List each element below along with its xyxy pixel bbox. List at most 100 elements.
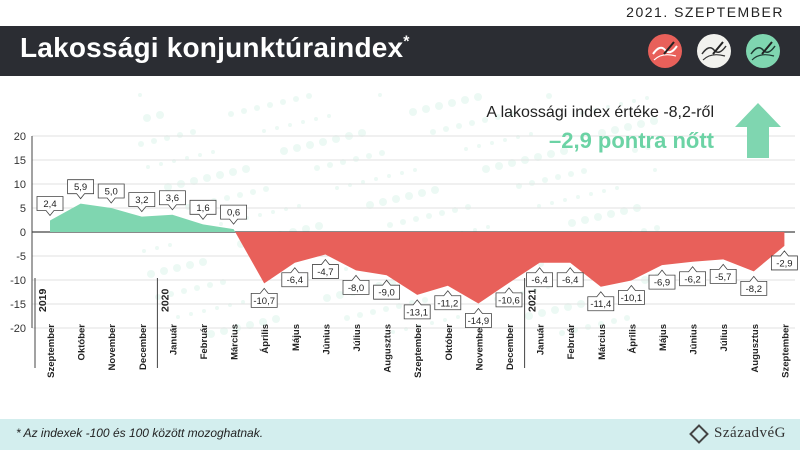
data-label-box (373, 279, 400, 300)
data-label-box (587, 291, 615, 312)
x-tick-label: Március (597, 324, 608, 360)
data-label-text: -2,9 (776, 258, 792, 269)
data-label-text: 2,4 (43, 199, 56, 210)
data-label-text: -10,7 (253, 296, 275, 307)
data-label-text: -8,2 (746, 284, 762, 295)
data-label-text: 3,6 (166, 193, 179, 204)
title-banner: Lakossági konjunktúraindex* (0, 26, 800, 76)
green-gauge-icon (746, 34, 780, 68)
data-label: -9,0 (373, 279, 400, 300)
data-label-box (709, 263, 737, 284)
chart-areas (50, 203, 785, 304)
x-tick-label: Január (168, 324, 179, 355)
data-label-box (648, 269, 676, 290)
data-label-text: -8,0 (348, 283, 364, 294)
data-label: -10,7 (250, 287, 278, 308)
brand-logo: SzázadvéG (689, 423, 786, 444)
year-label: 2019 (37, 288, 49, 312)
data-label-text: -14,9 (468, 316, 490, 327)
data-label-box (312, 258, 339, 279)
data-label-box (740, 275, 768, 296)
data-label: -6,4 (526, 267, 553, 288)
x-tick-label: Február (199, 324, 210, 360)
y-axis: 20 15 10 5 0 -5 -10 -15 -20 (10, 131, 33, 335)
data-label: -6,4 (556, 267, 584, 288)
data-label-text: -6,9 (654, 278, 670, 289)
y-tick-label: 5 (20, 203, 26, 215)
data-label-text: -6,4 (531, 275, 547, 286)
data-label: 5,0 (97, 183, 125, 204)
data-label-box (220, 204, 247, 225)
data-label-box (342, 274, 370, 295)
footer-bar: * Az indexek -100 és 100 között mozoghat… (0, 419, 800, 450)
data-label-text: -6,4 (562, 275, 578, 286)
headline-text: A lakossági index értéke -8,2-ről (486, 104, 714, 121)
data-label-text: -6,2 (684, 274, 700, 285)
y-tick-label: -15 (10, 299, 26, 311)
y-tick-label: 0 (20, 227, 26, 239)
x-tick-label: November (474, 324, 485, 371)
title-footnote-mark: * (403, 33, 410, 51)
data-label-box (618, 284, 645, 305)
data-label-text: -5,7 (715, 272, 731, 283)
year-label: 2021 (527, 288, 539, 312)
data-label-box (97, 183, 125, 204)
x-axis: Szeptember Október November December Január F… (34, 278, 791, 378)
data-label: 2,4 (36, 196, 64, 217)
data-label-text: 5,9 (74, 182, 87, 193)
x-tick-label: Szeptember (413, 324, 424, 378)
x-tick-label: Február (566, 324, 577, 360)
x-tick-label: Szeptember (780, 324, 791, 378)
data-label-box (189, 199, 217, 220)
brand-name: SzázadvéG (714, 425, 786, 441)
data-label-box (128, 192, 156, 213)
data-label: -4,7 (312, 258, 339, 279)
x-tick-label: Október (444, 324, 455, 361)
y-tick-label: -10 (10, 275, 26, 287)
x-tick-label: Augusztus (750, 324, 761, 373)
data-label: -5,7 (709, 263, 737, 284)
x-tick-label: December (505, 324, 516, 370)
data-labels: 2,4 5,9 5,0 3,2 3,6 1,6 0,6 -10,7 -6,4 -4,7 -8,0 -9… (36, 179, 798, 328)
data-label-text: -11,4 (590, 299, 611, 310)
data-label: 3,6 (159, 190, 186, 211)
x-tick-label: Április (627, 324, 638, 354)
x-tick-label: Január (536, 324, 547, 355)
data-label-text: -13,1 (406, 307, 428, 318)
x-tick-label: Május (658, 324, 669, 351)
y-tick-label: 10 (14, 179, 26, 191)
y-tick-label: 15 (14, 155, 26, 167)
data-label-box (526, 267, 553, 288)
white-gauge-icon (697, 34, 731, 68)
data-label: 0,6 (220, 204, 247, 225)
x-tick-label: December (138, 324, 149, 370)
data-label-box (434, 290, 462, 311)
data-label: -6,9 (648, 269, 676, 290)
data-label: 5,9 (67, 179, 94, 200)
data-label: -13,1 (403, 299, 431, 320)
y-tick-label: -5 (16, 251, 26, 263)
y-tick-label: 20 (14, 131, 26, 143)
positive-area (50, 203, 785, 232)
report-date: 2021. SZEPTEMBER (626, 4, 784, 20)
data-label-box (403, 299, 431, 320)
x-tick-label: Június (321, 324, 332, 355)
data-label-text: -10,6 (498, 295, 520, 306)
arrow-up-icon (735, 103, 781, 158)
footnote: * Az indexek -100 és 100 között mozoghat… (16, 426, 264, 440)
page-title: Lakossági konjunktúraindex* (20, 32, 410, 64)
data-label: -10,6 (495, 287, 523, 308)
data-label-box (36, 196, 64, 217)
data-label: -6,2 (679, 266, 706, 287)
year-label: 2020 (159, 288, 171, 312)
data-label: -8,0 (342, 274, 370, 295)
data-label-text: 5,0 (105, 187, 118, 198)
x-tick-label: Augusztus (383, 324, 394, 373)
red-gauge-icon (648, 34, 682, 68)
data-label-text: -9,0 (378, 288, 394, 299)
data-label-box (67, 179, 94, 200)
data-label-text: 1,6 (196, 203, 209, 214)
data-label: 1,6 (189, 199, 217, 220)
data-label: -14,9 (465, 307, 492, 328)
